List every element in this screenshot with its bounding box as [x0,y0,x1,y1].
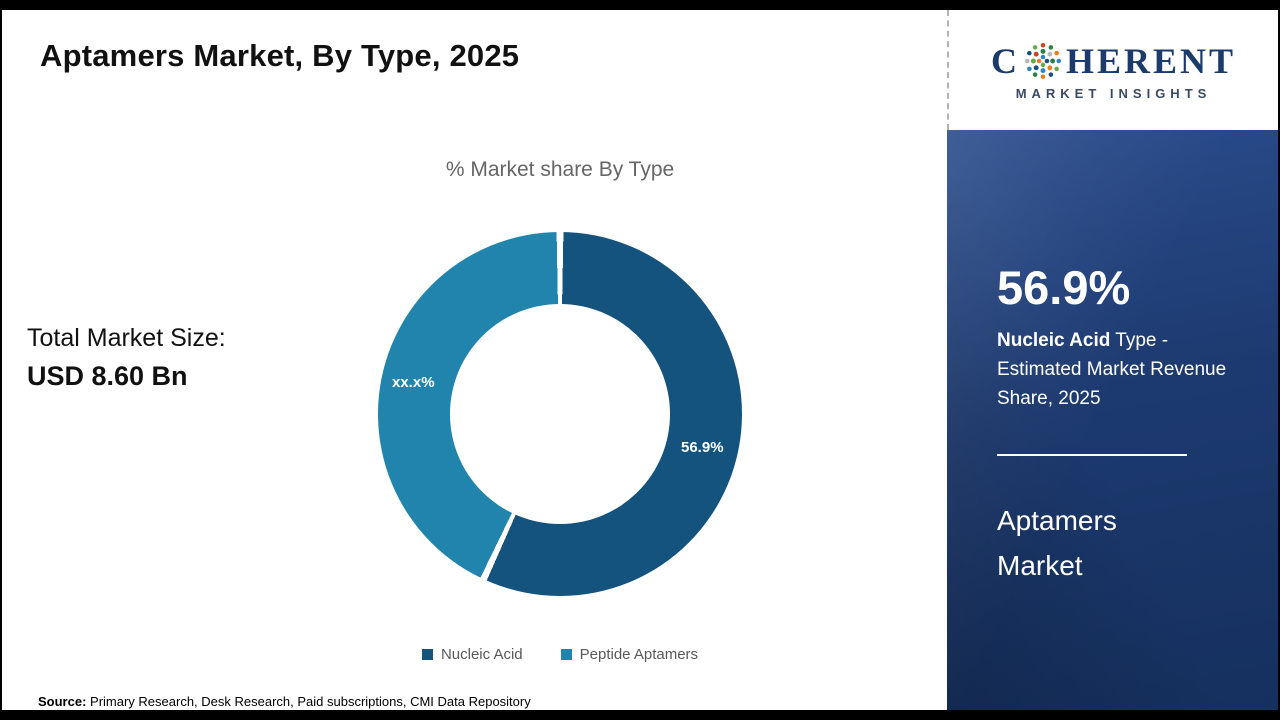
slice-label-peptide-aptamers: xx.x% [392,374,435,391]
highlight-panel: 56.9% Nucleic Acid Type - Estimated Mark… [947,130,1278,710]
legend-swatch-nucleic-acid [421,649,433,660]
dot-globe-icon [1024,42,1061,79]
legend-item-peptide-aptamers: Peptide Aptamers [560,646,699,663]
donut-chart: 56.9% xx.x% [378,232,742,596]
total-market-size-value: USD 8.60 Bn [27,361,188,391]
legend-swatch-peptide-aptamers [560,649,572,660]
logo-text-prefix: C [990,40,1020,81]
chart-title: % Market share By Type [445,158,675,181]
source-line: Source: Primary Research, Desk Research,… [38,694,531,709]
slice-label-nucleic-acid: 56.9% [681,439,724,456]
brand-logo-row: C [991,40,1236,82]
panel-market-name: Aptamers Market [997,505,1117,581]
logo-text-suffix: HERENT [1065,40,1237,81]
highlight-stat-rest: Type - Estimated Market Revenue Share, 2… [997,330,1227,409]
legend-item-nucleic-acid: Nucleic Acid [421,646,523,663]
source-text: Primary Research, Desk Research, Paid su… [86,694,531,709]
main-canvas: Aptamers Market, By Type, 2025 % Market … [2,10,947,710]
highlight-stat-bold: Nucleic Acid [997,330,1111,351]
source-label: Source: [38,694,87,709]
total-market-size-label: Total Market Size: [27,324,226,352]
total-market-size-block: Total Market Size: USD 8.60 Bn [27,324,226,392]
highlight-stat-description: Nucleic Acid Type - Estimated Market Rev… [997,326,1229,413]
logo-subtitle: MARKET INSIGHTS [1015,85,1212,101]
donut-hole [450,304,670,524]
chart-legend: Nucleic Acid Peptide Aptamers [280,646,840,663]
brand-logo: C [947,10,1278,130]
legend-label-nucleic-acid: Nucleic Acid [440,646,523,663]
highlight-stat-value: 56.9% [997,261,1131,314]
panel-divider [997,454,1187,456]
page-title: Aptamers Market, By Type, 2025 [40,38,520,73]
legend-label-peptide-aptamers: Peptide Aptamers [579,646,699,663]
